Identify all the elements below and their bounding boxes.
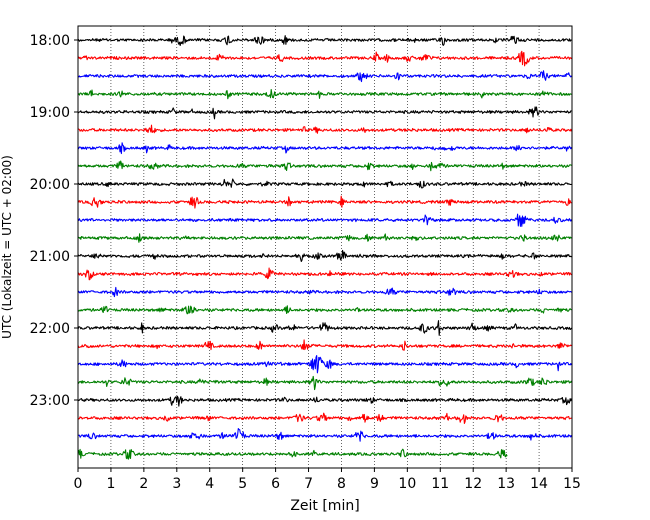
y-tick-label: 18:00 — [30, 33, 70, 49]
trace-14 — [77, 267, 572, 281]
trace-5 — [77, 106, 572, 120]
x-tick-label: 15 — [563, 476, 581, 492]
x-tick-label: 8 — [337, 476, 346, 492]
trace-2 — [77, 50, 572, 67]
x-tick-label: 11 — [431, 476, 449, 492]
trace-3 — [77, 70, 572, 83]
x-tick-label: 5 — [238, 476, 247, 492]
trace-6 — [77, 124, 573, 134]
y-axis-title: UTC (Lokalzeit = UTC + 02:00) — [0, 155, 14, 339]
trace-16 — [77, 305, 572, 315]
trace-12 — [77, 233, 572, 243]
x-tick-label: 2 — [139, 476, 148, 492]
grid-lines — [110, 26, 540, 468]
x-tick-label: 1 — [106, 476, 115, 492]
trace-1 — [77, 35, 572, 47]
x-tick-label: 0 — [74, 476, 83, 492]
y-tick-label: 23:00 — [30, 393, 70, 409]
trace-22 — [77, 412, 572, 424]
trace-19 — [77, 355, 572, 374]
trace-23 — [77, 428, 573, 442]
plot-area-frame — [77, 25, 573, 469]
trace-24 — [77, 448, 508, 460]
seismic-traces — [77, 35, 573, 460]
x-tick-label: 14 — [530, 476, 548, 492]
trace-4 — [77, 88, 572, 100]
x-tick-label: 7 — [304, 476, 313, 492]
x-tick-label: 3 — [172, 476, 181, 492]
trace-11 — [77, 213, 573, 227]
trace-17 — [77, 320, 572, 336]
x-tick-label: 6 — [271, 476, 280, 492]
trace-15 — [77, 286, 572, 298]
trace-10 — [77, 195, 572, 209]
x-tick-label: 9 — [370, 476, 379, 492]
trace-8 — [77, 160, 572, 172]
trace-9 — [77, 178, 572, 189]
x-tick-label: 10 — [398, 476, 416, 492]
trace-7 — [77, 142, 572, 155]
x-tick-label: 12 — [464, 476, 482, 492]
trace-18 — [77, 339, 572, 351]
y-axis: 18:00 19:00 20:00 21:00 22:00 23:00 — [30, 33, 78, 409]
trace-21 — [77, 395, 573, 407]
x-axis: 0 1 2 3 4 5 6 7 8 9 10 11 12 13 14 15 — [74, 468, 581, 492]
y-tick-label: 19:00 — [30, 105, 70, 121]
y-tick-label: 21:00 — [30, 249, 70, 265]
trace-20 — [77, 375, 573, 391]
x-axis-title: Zeit [min] — [290, 498, 359, 514]
x-tick-label: 4 — [205, 476, 214, 492]
x-tick-label: 13 — [497, 476, 515, 492]
y-tick-label: 22:00 — [30, 321, 70, 337]
trace-13 — [77, 249, 572, 262]
y-tick-label: 20:00 — [30, 177, 70, 193]
